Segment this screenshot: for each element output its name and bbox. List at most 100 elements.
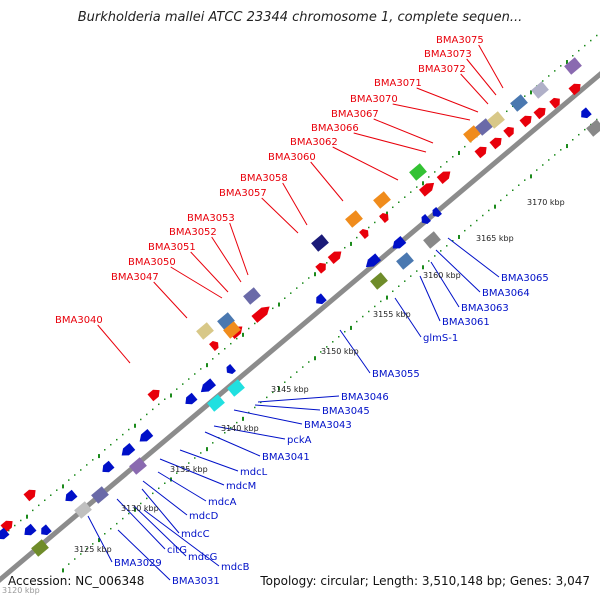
bottom-gene-arrow	[365, 253, 382, 268]
top-leader-line	[97, 324, 131, 364]
bottom-gene-box	[31, 539, 49, 557]
top-gene-label: BMA3053	[187, 213, 235, 224]
top-gene-arrow	[23, 489, 36, 502]
bottom-gene-label: BMA3031	[172, 576, 220, 587]
bottom-gene-arrow	[24, 523, 37, 536]
map-title: Burkholderia mallei ATCC 23344 chromosom…	[77, 10, 523, 25]
bottom-gene-box	[396, 252, 414, 270]
top-gene-label: BMA3071	[374, 78, 422, 89]
top-tick-dot	[452, 156, 454, 158]
bottom-tick-dot	[458, 234, 460, 239]
top-tick-dot	[86, 464, 88, 466]
top-leader-line	[460, 73, 489, 105]
bottom-tick-dot	[104, 533, 106, 535]
bottom-tick-dot	[308, 361, 310, 363]
top-tick-dot	[44, 499, 46, 502]
bottom-gene-arrow	[316, 293, 327, 305]
top-tick-dot	[524, 95, 526, 97]
bottom-gene-arrow	[185, 392, 198, 405]
bottom-tick-dot	[152, 492, 154, 495]
bottom-tick-dot	[86, 548, 88, 550]
bottom-gene-arrow	[200, 378, 217, 393]
top-tick-dot	[170, 393, 172, 398]
bottom-leader-line	[339, 329, 371, 374]
top-tick-dot	[140, 418, 142, 421]
bottom-tick-dot	[206, 447, 208, 452]
top-gene-label: BMA3070	[350, 94, 398, 105]
top-gene-box	[243, 287, 261, 305]
bottom-gene-box	[207, 394, 225, 412]
bottom-tick-dot	[272, 391, 274, 394]
top-tick-dot	[542, 80, 544, 82]
top-gene-label: BMA3066	[311, 123, 359, 134]
top-tick-dot	[554, 70, 556, 72]
bottom-gene-label: BMA3065	[501, 273, 549, 284]
bottom-tick-dot	[536, 169, 538, 171]
bottom-gene-arrow	[102, 460, 115, 473]
chromosome-backbone	[0, 71, 600, 583]
top-tick-dot	[584, 44, 586, 47]
top-strand-features	[0, 57, 582, 533]
top-gene-box	[311, 234, 329, 252]
bottom-gene-arrow	[121, 443, 136, 456]
bottom-leader-line	[254, 404, 321, 411]
top-tick-dot	[344, 246, 346, 249]
top-tick-dot	[116, 438, 118, 441]
bottom-tick-dot	[554, 154, 556, 156]
top-tick-dot	[278, 302, 280, 307]
bottom-leader-line	[142, 480, 188, 516]
top-tick-dot	[428, 176, 430, 178]
top-gene-arrow	[568, 83, 581, 96]
top-tick-dot	[374, 221, 376, 224]
top-gene-arrow	[519, 115, 532, 128]
top-gene-arrow	[549, 97, 560, 109]
top-tick-dot	[110, 443, 112, 446]
bottom-gene-label: BMA3045	[322, 406, 370, 417]
bottom-gene-label: BMA3061	[442, 317, 490, 328]
bottom-tick-dot	[416, 270, 418, 272]
top-leader-line	[353, 132, 427, 153]
bottom-tick-dot	[392, 290, 394, 293]
bottom-tick-dot	[368, 310, 370, 313]
bottom-gene-arrow	[65, 489, 78, 502]
bottom-tick-dot	[242, 416, 244, 421]
bottom-tick-dot	[296, 371, 298, 373]
bottom-leader-line	[143, 509, 220, 567]
bottom-tick-dot	[488, 209, 490, 212]
top-gene-arrow	[436, 171, 451, 184]
bottom-tick-dot	[428, 260, 430, 262]
bottom-tick-dot	[500, 199, 502, 202]
top-tick-dot	[56, 489, 58, 491]
top-gene-label: BMA3052	[169, 227, 217, 238]
top-leader-line	[373, 118, 434, 144]
bottom-gene-arrow	[421, 213, 431, 224]
bottom-tick-dot	[212, 442, 214, 444]
bottom-tick-dot	[110, 527, 112, 530]
bottom-leader-line	[204, 431, 261, 457]
top-tick-dot	[458, 150, 460, 155]
top-tick-dot	[206, 363, 208, 368]
kbp-tick-labels: 3125 kbp 3130 kbp 3135 kbp 3140 kbp 3145 kbp…	[74, 198, 565, 554]
bottom-gene-label: BMA3043	[304, 420, 352, 431]
top-gene-arrow	[315, 262, 326, 274]
top-leader-line	[229, 222, 249, 276]
top-label-leaders	[97, 44, 504, 364]
top-gene-box	[475, 118, 493, 136]
top-tick-dot	[416, 186, 418, 188]
top-tick-dot	[182, 383, 184, 385]
bottom-tick-dot	[224, 431, 226, 434]
bottom-gene-label: mdcG	[188, 552, 217, 563]
top-tick-dot	[440, 166, 442, 168]
top-tick-dot	[284, 297, 286, 299]
bottom-leader-line	[447, 237, 500, 278]
bottom-tick-dot	[62, 568, 64, 573]
bottom-tick-dot	[362, 315, 364, 318]
bottom-tick-dot	[440, 250, 442, 252]
bottom-tick-dot	[320, 351, 322, 353]
top-gene-label: BMA3050	[128, 257, 176, 268]
top-tick-dot	[122, 433, 124, 436]
bottom-tick-dot	[92, 543, 94, 545]
bottom-tick-dot	[566, 144, 568, 149]
top-gene-label: BMA3057	[219, 188, 267, 199]
